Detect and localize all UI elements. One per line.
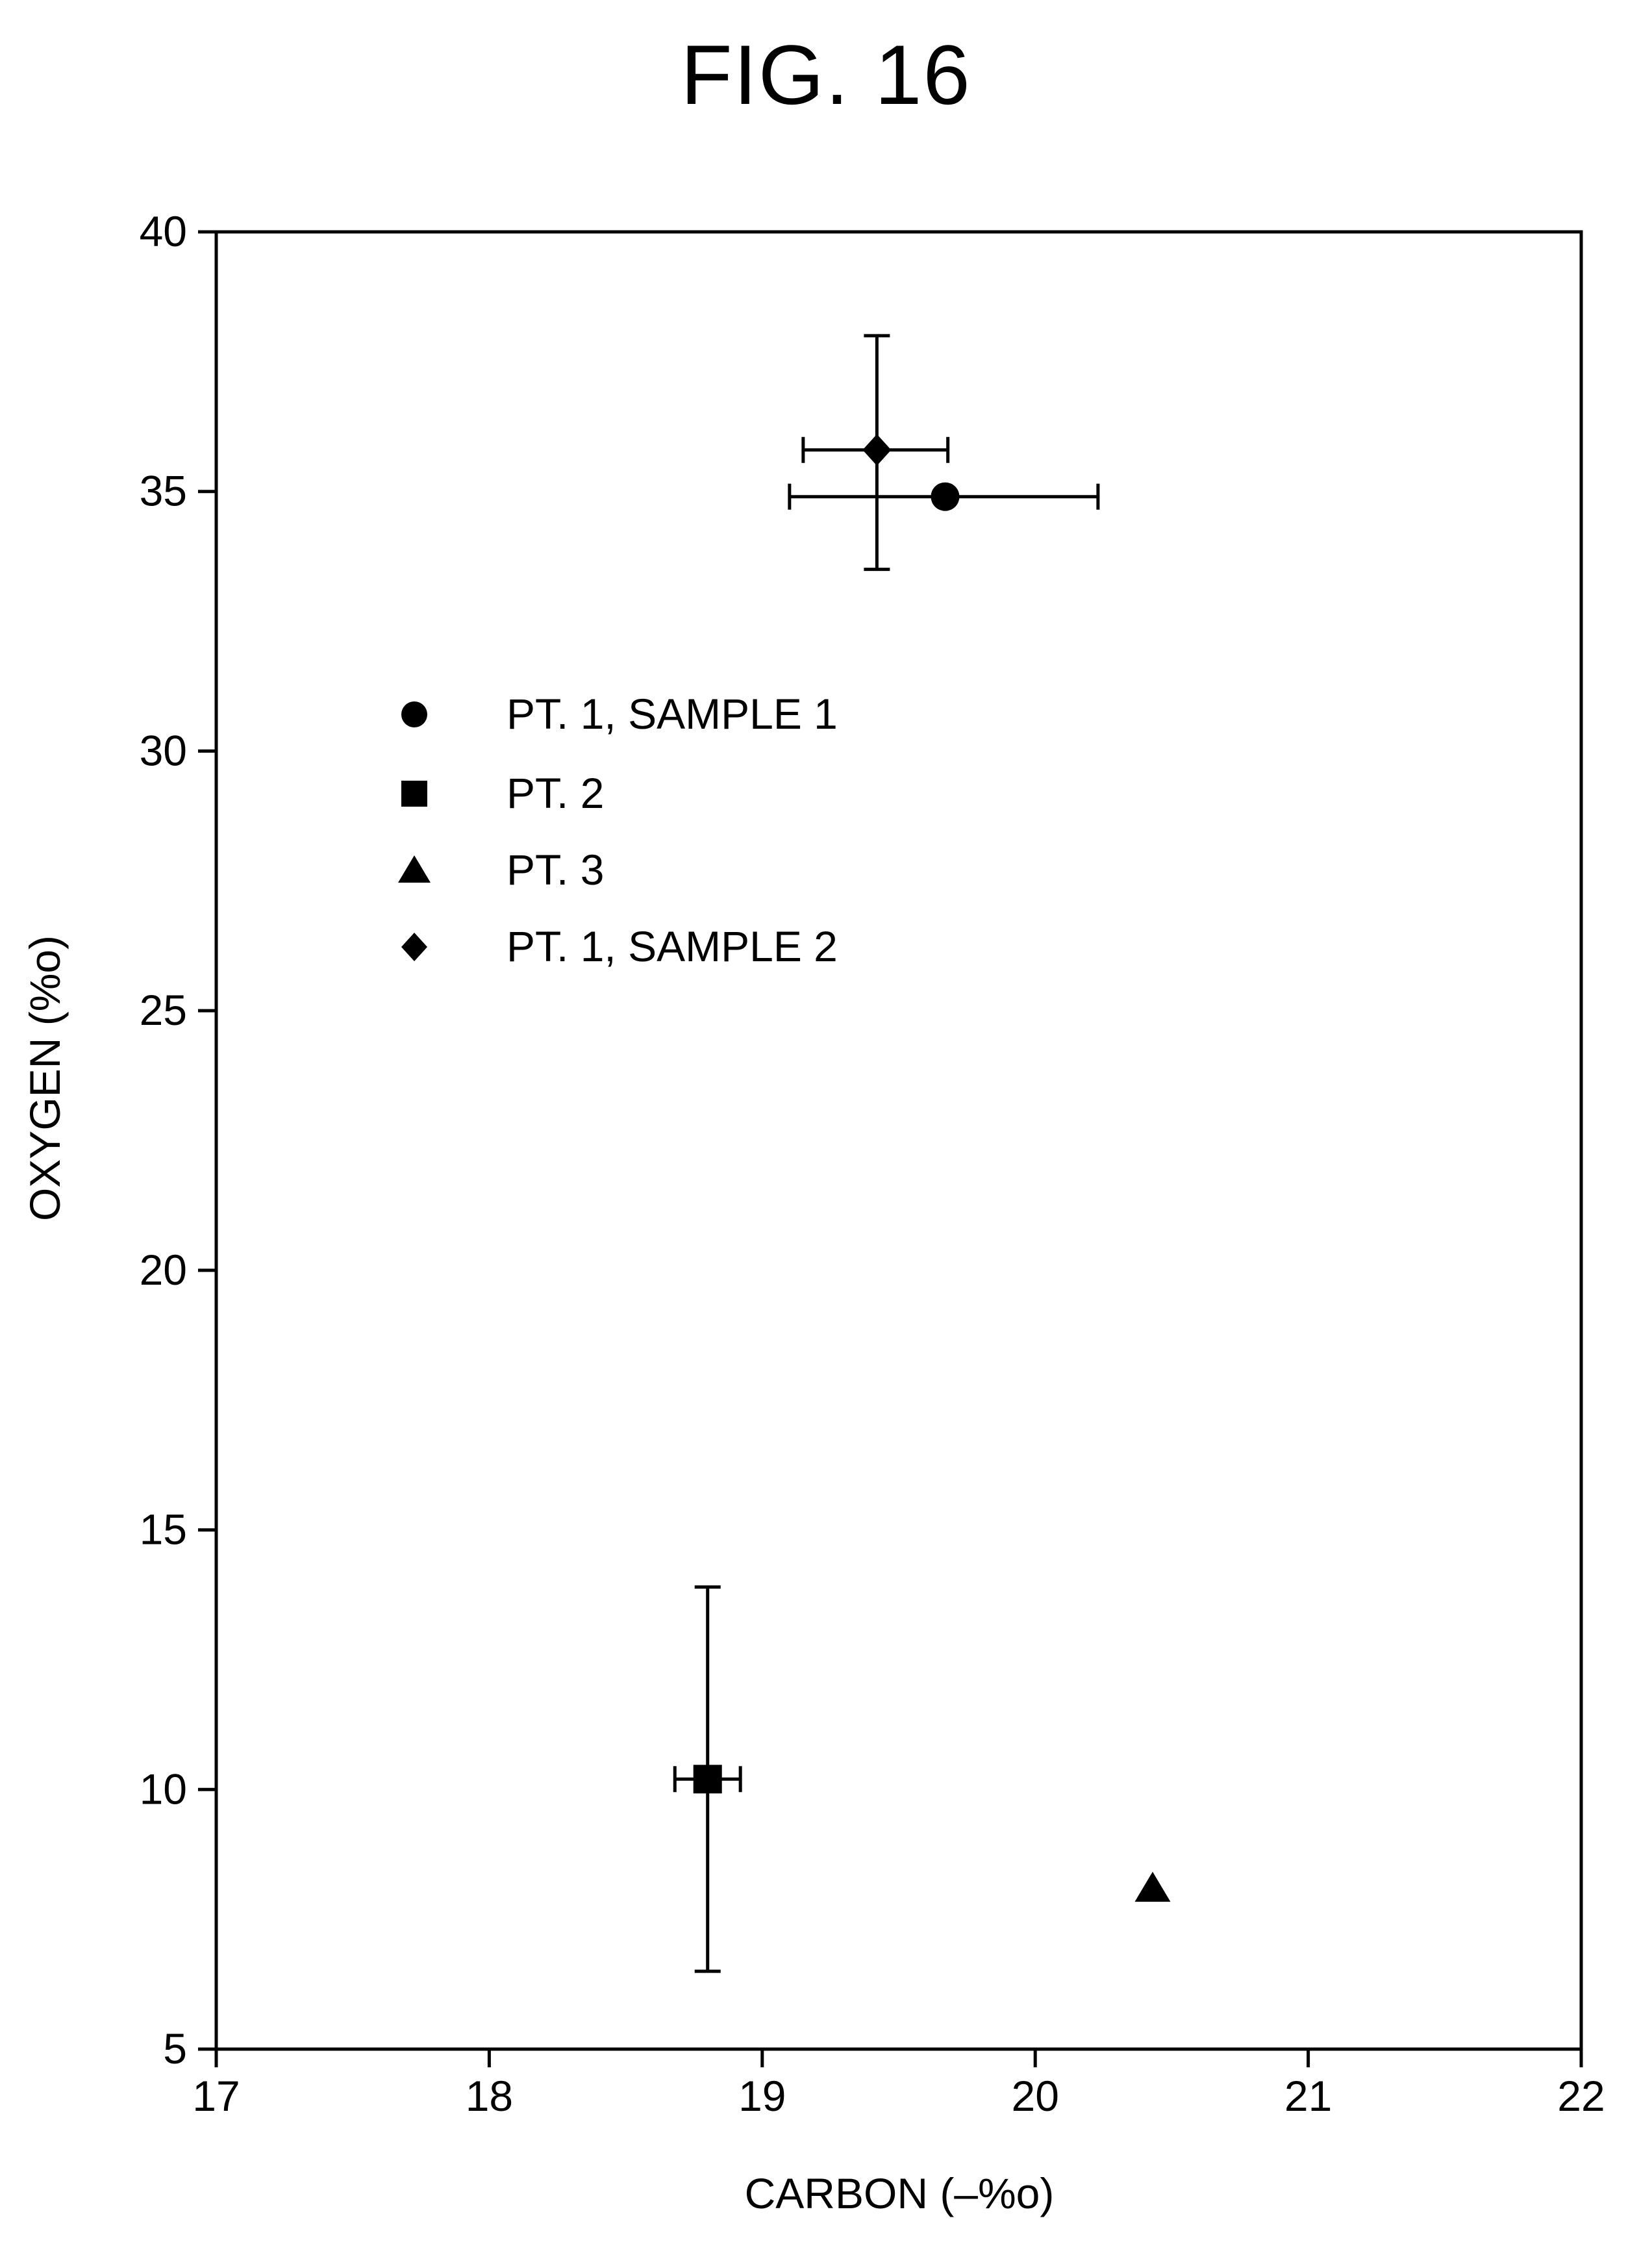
x-tick-label: 21 bbox=[1284, 2072, 1332, 2120]
x-axis-label: CARBON (–%o) bbox=[745, 2169, 1055, 2217]
y-tick-label: 10 bbox=[140, 1765, 187, 1813]
x-tick-label: 18 bbox=[466, 2072, 513, 2120]
error-bars bbox=[675, 336, 1098, 1971]
y-tick-label: 25 bbox=[140, 986, 187, 1034]
y-tick-label: 30 bbox=[140, 726, 187, 774]
x-tick-label: 19 bbox=[738, 2072, 786, 2120]
data-markers bbox=[694, 435, 1171, 1902]
x-tick-label: 17 bbox=[192, 2072, 240, 2120]
legend-label: PT. 1, SAMPLE 2 bbox=[507, 922, 838, 970]
legend-marker-triangle bbox=[398, 855, 431, 883]
y-tick-label: 35 bbox=[140, 467, 187, 515]
y-tick-label: 40 bbox=[140, 207, 187, 255]
legend-label: PT. 2 bbox=[507, 769, 604, 817]
x-tick-label: 22 bbox=[1557, 2072, 1605, 2120]
x-tick-label: 20 bbox=[1011, 2072, 1058, 2120]
legend-label: PT. 1, SAMPLE 1 bbox=[507, 690, 838, 738]
plot-frame bbox=[216, 232, 1581, 2049]
data-point-triangle bbox=[1134, 1872, 1170, 1902]
y-tick-label: 15 bbox=[140, 1506, 187, 1554]
data-point-square bbox=[694, 1765, 722, 1793]
legend-marker-diamond bbox=[401, 933, 427, 961]
data-point-diamond bbox=[862, 435, 891, 466]
legend-marker-square bbox=[401, 781, 427, 807]
y-axis-label: OXYGEN (%o) bbox=[21, 935, 69, 1221]
axes: 17 18 19 20 21 22 5 10 15 20 25 30 35 40 bbox=[140, 207, 1605, 2120]
legend: PT. 1, SAMPLE 1 PT. 2 PT. 3 PT. 1, SAMPLE 2 bbox=[398, 690, 838, 970]
y-tick-label: 20 bbox=[140, 1246, 187, 1294]
legend-label: PT. 3 bbox=[507, 846, 604, 894]
y-tick-label: 5 bbox=[163, 2024, 187, 2073]
data-point-circle bbox=[931, 483, 959, 511]
legend-marker-circle bbox=[401, 701, 427, 727]
